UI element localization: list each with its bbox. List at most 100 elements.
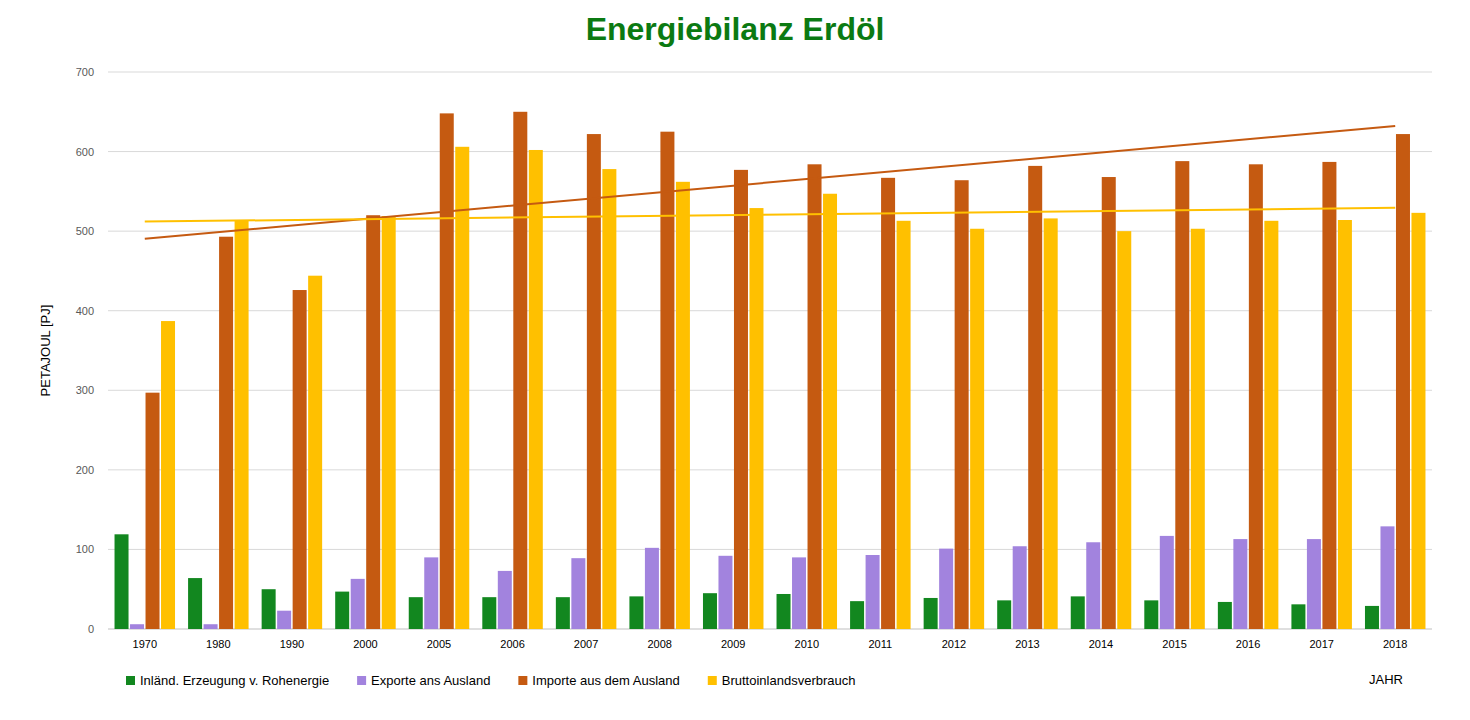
bar — [897, 221, 911, 629]
bar — [587, 134, 601, 629]
bar — [204, 624, 218, 629]
grid-line — [108, 151, 1432, 152]
bar — [513, 112, 527, 629]
y-tick-label: 300 — [76, 384, 94, 396]
bar — [997, 600, 1011, 629]
legend-label: Importe aus dem Ausland — [532, 673, 679, 688]
x-tick-label: 2016 — [1236, 638, 1260, 650]
bar — [571, 558, 585, 629]
grid-line — [108, 72, 1432, 73]
x-tick-label: 2006 — [500, 638, 524, 650]
x-tick-label: 1970 — [133, 638, 157, 650]
trend-line — [145, 126, 1395, 239]
bar — [718, 556, 732, 629]
bar — [188, 578, 202, 629]
bar — [219, 237, 233, 629]
x-tick-label: 2017 — [1309, 638, 1333, 650]
legend-label: Bruttoinlandsverbrauch — [722, 673, 856, 688]
bar — [1044, 218, 1058, 629]
bar — [924, 598, 938, 629]
bar — [115, 534, 129, 629]
bar — [734, 170, 748, 629]
bar — [1117, 231, 1131, 629]
bar — [1144, 600, 1158, 629]
x-tick-label: 2018 — [1383, 638, 1407, 650]
legend-swatch — [126, 676, 135, 685]
bar — [1396, 134, 1410, 629]
legend-swatch — [708, 676, 717, 685]
legend-label: Inländ. Erzeugung v. Rohenergie — [140, 673, 329, 688]
y-tick-label: 600 — [76, 146, 94, 158]
chart: Energiebilanz Erdöl010020030040050060070… — [0, 0, 1470, 720]
x-tick-label: 2012 — [942, 638, 966, 650]
title: Energiebilanz Erdöl — [586, 11, 885, 47]
legend-swatch — [357, 676, 366, 685]
bar — [1249, 164, 1263, 629]
bar — [146, 393, 160, 629]
bar — [556, 597, 570, 629]
bar — [1338, 220, 1352, 629]
bar — [161, 321, 175, 629]
bar — [676, 182, 690, 629]
bar — [1160, 536, 1174, 629]
bar — [1175, 161, 1189, 629]
bar — [1191, 229, 1205, 629]
bar — [970, 229, 984, 629]
y-tick-label: 100 — [76, 543, 94, 555]
bar — [1102, 177, 1116, 629]
legend-swatch — [518, 676, 527, 685]
y-tick-label: 500 — [76, 225, 94, 237]
x-tick-label: 2011 — [869, 638, 893, 650]
bar — [366, 215, 380, 629]
bar — [382, 216, 396, 629]
bar — [482, 597, 496, 629]
bar — [629, 596, 643, 629]
bar — [351, 579, 365, 629]
bar — [498, 571, 512, 629]
bar — [866, 555, 880, 629]
x-tick-label: 2014 — [1089, 638, 1113, 650]
bar — [881, 178, 895, 629]
bar — [749, 208, 763, 629]
bar — [808, 164, 822, 629]
bar — [1233, 539, 1247, 629]
x-tick-label: 2005 — [427, 638, 451, 650]
bar — [262, 589, 276, 629]
bar — [130, 624, 144, 629]
bar — [792, 557, 806, 629]
y-axis-label: PETAJOUL [PJ] — [38, 305, 53, 397]
bar — [850, 601, 864, 629]
x-tick-label: 2009 — [721, 638, 745, 650]
bar — [660, 132, 674, 629]
bar — [602, 169, 616, 629]
bar — [1071, 596, 1085, 629]
bar — [1291, 604, 1305, 629]
bar — [1411, 213, 1425, 629]
bar — [1322, 162, 1336, 629]
x-tick-label: 1990 — [280, 638, 304, 650]
x-tick-label: 2010 — [795, 638, 819, 650]
grid-line — [108, 231, 1432, 232]
bar — [1218, 602, 1232, 629]
bar — [777, 594, 791, 629]
bar — [939, 549, 953, 629]
bar — [1365, 606, 1379, 629]
plot-area — [115, 112, 1426, 629]
bar — [645, 548, 659, 629]
x-axis-label: JAHR — [1369, 672, 1403, 687]
bar — [440, 113, 454, 629]
bar — [308, 276, 322, 629]
trend-line — [145, 208, 1395, 222]
y-tick-label: 0 — [88, 623, 94, 635]
bar — [1086, 542, 1100, 629]
x-tick-label: 2007 — [574, 638, 598, 650]
bar — [823, 194, 837, 629]
bar — [293, 290, 307, 629]
x-tick-label: 2008 — [647, 638, 671, 650]
bar — [955, 180, 969, 629]
y-tick-label: 400 — [76, 305, 94, 317]
legend-label: Exporte ans Ausland — [371, 673, 490, 688]
bar — [409, 597, 423, 629]
bar — [1307, 539, 1321, 629]
x-tick-label: 2015 — [1162, 638, 1186, 650]
